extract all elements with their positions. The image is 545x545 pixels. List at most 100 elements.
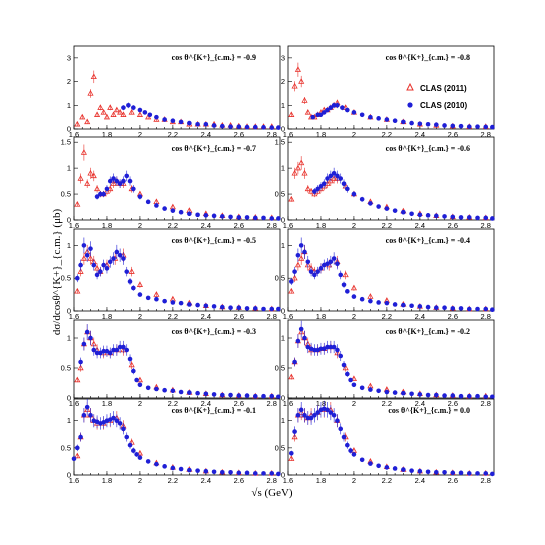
data-point [211, 123, 217, 128]
data-point [131, 186, 136, 192]
x-tick-label: 1.8 [102, 130, 112, 139]
data-point [154, 203, 159, 208]
data-point [127, 442, 133, 448]
data-point [434, 469, 439, 475]
series-clas2010 [310, 102, 495, 130]
panel-label: cos θ^{K+}_{c.m.} = -0.1 [172, 406, 256, 415]
data-point [338, 176, 344, 181]
data-point [291, 169, 298, 176]
data-point [244, 124, 250, 130]
data-point [90, 73, 97, 80]
x-tick-label: 1.6 [69, 476, 79, 485]
data-point [91, 347, 97, 353]
data-point [91, 262, 97, 268]
data-point [87, 255, 94, 261]
x-tick-label: 2.4 [201, 130, 211, 139]
data-point [401, 302, 406, 308]
x-tick-label: 2 [138, 476, 142, 485]
x-tick-label: 2.2 [382, 399, 392, 408]
y-tick-label: 3 [67, 53, 71, 62]
data-point [292, 429, 297, 434]
y-tick-label: 1.5 [275, 138, 285, 147]
data-point [81, 412, 87, 418]
data-point [170, 300, 176, 305]
data-point [304, 108, 311, 115]
data-point [170, 388, 176, 394]
data-point [335, 418, 340, 424]
data-point [113, 106, 120, 113]
data-point [220, 123, 225, 129]
data-point [328, 344, 334, 350]
data-point [137, 292, 143, 297]
data-point [345, 107, 350, 113]
data-point [79, 113, 86, 120]
data-point [425, 121, 431, 127]
data-point [107, 178, 113, 184]
data-point [203, 303, 209, 309]
data-point [442, 305, 447, 311]
data-point [136, 449, 143, 456]
data-point [236, 215, 242, 220]
data-point [359, 296, 365, 302]
data-point [78, 359, 83, 365]
data-point [128, 361, 135, 368]
data-point [475, 215, 480, 221]
data-point [211, 469, 217, 475]
data-point [368, 387, 373, 392]
data-point [368, 298, 373, 304]
panel-1: 1.6 1.8 2 2.2 2.4 2.6 2.8 0 1 2 3 cos θ^{K+}_{c.m.}… [67, 45, 281, 139]
data-point [211, 213, 217, 219]
data-point [345, 371, 350, 377]
data-point [384, 300, 390, 306]
data-point [442, 469, 447, 475]
series-clas2011 [74, 144, 275, 221]
data-point [450, 123, 456, 129]
data-point [401, 209, 406, 215]
data-point [93, 185, 101, 192]
data-point [338, 426, 344, 432]
y-tick-label: 0 [281, 307, 285, 316]
x-tick-label: 2.8 [481, 399, 491, 408]
data-point [203, 121, 209, 127]
data-point [331, 412, 337, 418]
data-point [170, 208, 176, 213]
data-point [368, 114, 373, 120]
data-point [458, 470, 464, 476]
data-point [77, 268, 84, 274]
data-point [74, 201, 81, 207]
data-point [203, 468, 209, 474]
x-tick-label: 1.6 [283, 476, 293, 485]
series-clas2010 [94, 170, 281, 221]
data-point [392, 302, 398, 307]
panel-frame [287, 228, 495, 312]
data-point [318, 183, 324, 189]
data-point [335, 347, 340, 353]
data-point [71, 456, 77, 462]
data-point [276, 125, 281, 130]
x-tick-label: 2.4 [415, 130, 425, 139]
data-point [136, 281, 143, 287]
data-point [350, 375, 357, 382]
x-tick-label: 1.8 [102, 221, 112, 230]
data-point [114, 418, 120, 424]
data-point [269, 125, 275, 130]
series-clas2010 [288, 400, 495, 477]
data-point [244, 470, 250, 476]
data-point [131, 285, 136, 291]
data-point [288, 455, 295, 461]
x-tick-label: 2.8 [267, 130, 277, 139]
data-point [288, 111, 295, 117]
data-point [80, 149, 87, 155]
data-point [78, 262, 83, 268]
data-point [295, 338, 301, 344]
legend-label-clas2010: CLAS (2010) [420, 101, 467, 110]
x-tick-label: 2 [138, 130, 142, 139]
data-point [359, 385, 365, 391]
data-point [236, 124, 242, 129]
data-point [325, 344, 330, 350]
data-point [154, 461, 159, 467]
data-point [321, 110, 327, 115]
x-tick-label: 2.4 [201, 399, 211, 408]
data-point [490, 307, 495, 312]
data-point [315, 112, 320, 118]
